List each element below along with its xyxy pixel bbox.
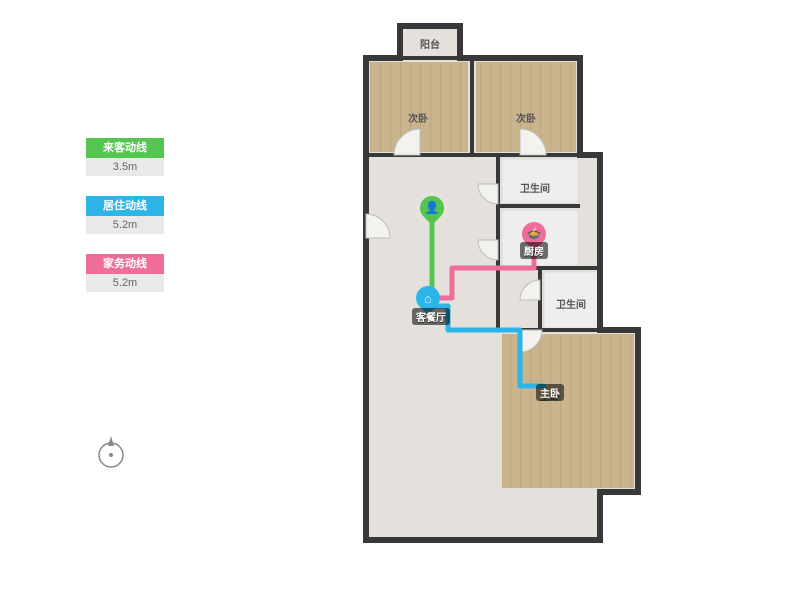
- route-label-living-dining: 客餐厅: [412, 308, 450, 325]
- floorplan-diagram: [0, 0, 800, 600]
- route-label-kitchen: 厨房: [520, 242, 548, 259]
- room-label-bedroom-2b: 次卧: [516, 110, 536, 125]
- room-label-bathroom-1: 卫生间: [520, 180, 550, 195]
- room-label-bathroom-2: 卫生间: [556, 296, 586, 311]
- room-label-balcony: 阳台: [420, 36, 440, 51]
- route-label-master-bedroom: 主卧: [536, 384, 564, 401]
- room-label-bedroom-2a: 次卧: [408, 110, 428, 125]
